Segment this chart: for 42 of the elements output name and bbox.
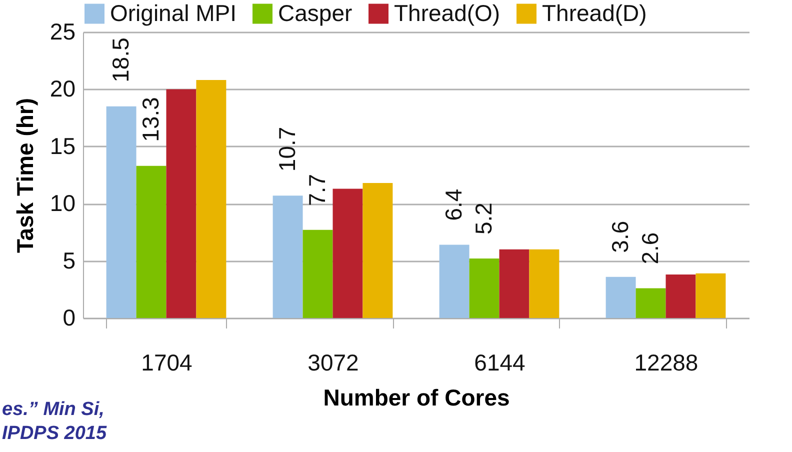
bar (332, 188, 363, 318)
bar (636, 288, 666, 318)
data-label: 13.3 (137, 97, 164, 142)
y-tick-label: 20 (50, 76, 76, 102)
x-axis-title: Number of Cores (323, 384, 510, 410)
y-axis-title: Task Time (hr) (12, 98, 38, 254)
data-label: 18.5 (107, 38, 134, 82)
bar (439, 244, 470, 318)
legend-label: Original MPI (110, 0, 237, 26)
y-tick-label: 0 (62, 304, 76, 330)
legend-label: Thread(O) (394, 0, 500, 26)
data-label: 10.7 (274, 126, 300, 172)
y-tick-label: 15 (50, 132, 76, 159)
data-label: 7.7 (304, 174, 330, 206)
text: es.” Min Si, (2, 398, 106, 422)
x-tick-label: 1704 (141, 350, 193, 376)
bar (606, 276, 636, 318)
data-label: 2.6 (636, 232, 663, 264)
data-label: 3.6 (606, 220, 633, 253)
bar (136, 166, 166, 318)
bar (499, 249, 530, 318)
data-label: 6.4 (440, 188, 466, 221)
bar (529, 249, 560, 318)
bar (302, 230, 333, 318)
bar (106, 106, 136, 318)
y-tick-label: 5 (62, 247, 76, 274)
bar (272, 196, 303, 318)
legend-label: Thread(D) (542, 0, 647, 26)
data-label: 5.2 (470, 202, 496, 235)
bar (666, 274, 696, 318)
bar (696, 273, 726, 318)
text: IPDPS 2015 (2, 422, 107, 446)
y-tick-label: 25 (50, 18, 76, 44)
bar (469, 258, 500, 318)
bar (166, 89, 196, 318)
legend-label: Casper (278, 0, 352, 26)
x-tick-label: 3072 (308, 350, 359, 376)
x-tick-label: 6144 (474, 350, 526, 376)
bar (362, 183, 393, 318)
x-tick-label: 12288 (634, 350, 698, 376)
bar (196, 80, 226, 318)
y-tick-label: 10 (50, 190, 76, 216)
